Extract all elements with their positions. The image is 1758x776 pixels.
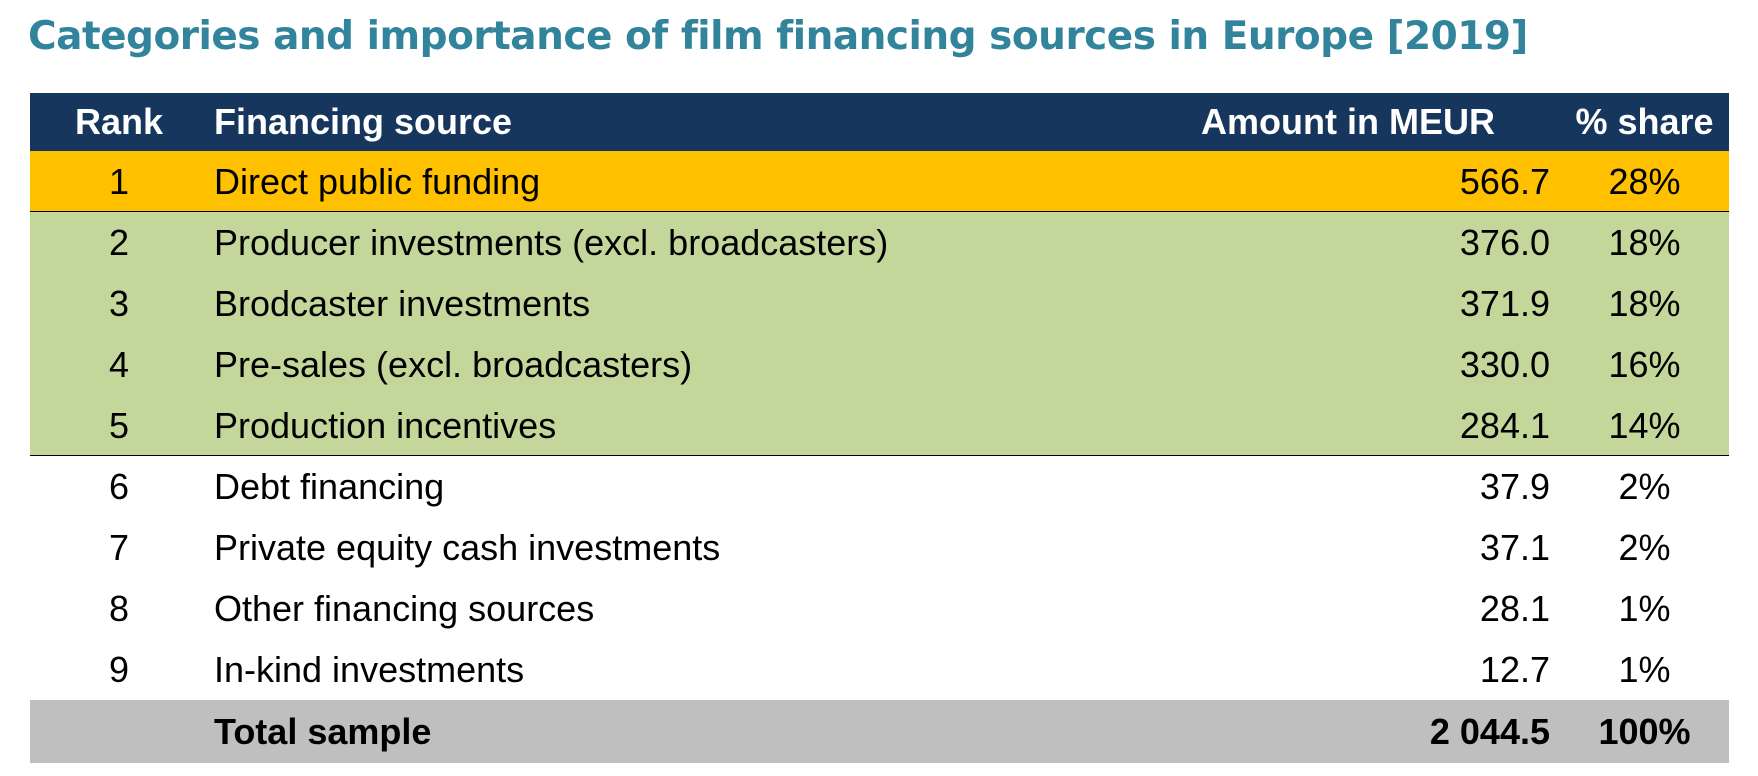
total-amount: 2 044.5 xyxy=(1429,710,1550,752)
rank-cell: 5 xyxy=(108,404,130,446)
header-amount: Amount in MEUR xyxy=(1201,101,1495,142)
financing-source-cell: Private equity cash investments xyxy=(214,526,721,568)
rank-cell: 7 xyxy=(108,526,130,568)
amount-cell: 371.9 xyxy=(1459,282,1550,324)
share-cell: 14% xyxy=(1608,404,1681,446)
financing-source-cell: Direct public funding xyxy=(214,160,541,202)
table-row: 8 Other financing sources 28.1 1% xyxy=(30,578,1729,639)
total-label: Total sample xyxy=(214,710,432,752)
table-row: 2 Producer investments (excl. broadcaster… xyxy=(30,212,1729,273)
chart-title: Categories and importance of film financ… xyxy=(28,14,1528,59)
amount-cell: 376.0 xyxy=(1459,221,1550,263)
total-share: 100% xyxy=(1598,710,1691,752)
share-cell: 18% xyxy=(1608,282,1681,324)
financing-source-cell: Pre-sales (excl. broadcasters) xyxy=(214,343,693,385)
financing-source-cell: Producer investments (excl. broadcasters… xyxy=(214,221,889,263)
table-row: 5 Production incentives 284.1 14% xyxy=(30,395,1729,457)
share-cell: 18% xyxy=(1608,221,1681,263)
amount-cell: 28.1 xyxy=(1479,587,1550,629)
table-row: 4 Pre-sales (excl. broadcasters) 330.0 16% xyxy=(30,334,1729,395)
rank-cell: 3 xyxy=(108,282,130,324)
financing-source-cell: Other financing sources xyxy=(214,587,595,629)
share-cell: 2% xyxy=(1618,526,1671,568)
header-financing-source: Financing source xyxy=(214,101,513,142)
amount-cell: 37.1 xyxy=(1479,526,1550,568)
table-row: 6 Debt financing 37.9 2% xyxy=(30,456,1729,517)
rank-cell: 6 xyxy=(108,465,130,507)
amount-cell: 566.7 xyxy=(1459,160,1550,202)
amount-cell: 330.0 xyxy=(1459,343,1550,385)
table-row: 7 Private equity cash investments 37.1 2% xyxy=(30,517,1729,578)
rank-cell: 1 xyxy=(108,160,130,202)
amount-cell: 284.1 xyxy=(1459,404,1550,446)
financing-table: Rank Financing source Amount in MEUR % s… xyxy=(30,93,1729,763)
rank-cell: 9 xyxy=(108,648,130,690)
financing-source-cell: Brodcaster investments xyxy=(214,282,591,324)
share-cell: 1% xyxy=(1618,648,1671,690)
amount-cell: 12.7 xyxy=(1479,648,1550,690)
total-rank xyxy=(30,700,208,763)
share-cell: 1% xyxy=(1618,587,1671,629)
rank-cell: 4 xyxy=(108,343,130,385)
table-total-row: Total sample 2 044.5 100% xyxy=(30,700,1729,763)
rank-cell: 2 xyxy=(108,221,130,263)
share-cell: 28% xyxy=(1608,160,1681,202)
header-share: % share xyxy=(1575,101,1714,142)
share-cell: 16% xyxy=(1608,343,1681,385)
header-rank: Rank xyxy=(74,101,164,142)
financing-source-cell: In-kind investments xyxy=(214,648,525,690)
table-header-row: Rank Financing source Amount in MEUR % s… xyxy=(30,93,1729,151)
table-body: 1 Direct public funding 566.7 28% 2 Producer … xyxy=(30,151,1729,700)
table-row: 3 Brodcaster investments 371.9 18% xyxy=(30,273,1729,334)
financing-source-cell: Debt financing xyxy=(214,465,445,507)
share-cell: 2% xyxy=(1618,465,1671,507)
amount-cell: 37.9 xyxy=(1479,465,1550,507)
table-row: 1 Direct public funding 566.7 28% xyxy=(30,151,1729,213)
financing-source-cell: Production incentives xyxy=(214,404,557,446)
table-row: 9 In-kind investments 12.7 1% xyxy=(30,639,1729,700)
rank-cell: 8 xyxy=(108,587,130,629)
